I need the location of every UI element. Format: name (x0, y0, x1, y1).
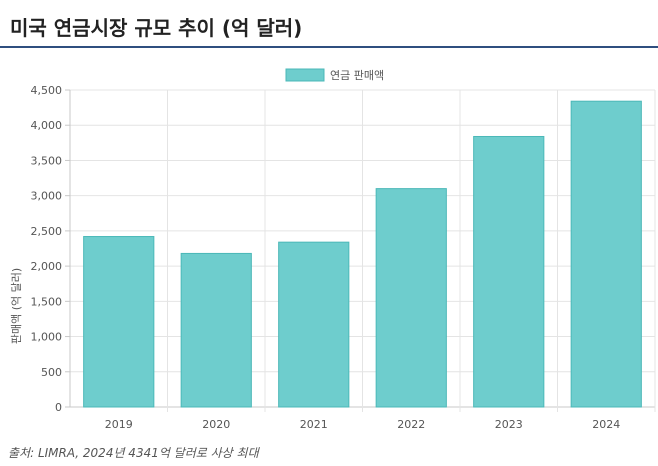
y-tick-label: 2,000 (31, 260, 63, 273)
y-tick-label: 1,000 (31, 331, 63, 344)
grid-layer (65, 89, 656, 412)
y-axis-title: 판매액 (억 달러) (10, 268, 23, 344)
bar-2021 (278, 241, 350, 408)
x-tick-label: 2022 (397, 418, 425, 431)
x-tick-label: 2020 (202, 418, 230, 431)
page-title: 미국 연금시장 규모 추이 (억 달러) (10, 16, 303, 40)
chart-container: 0 500 1,000 1,500 2,000 2,500 3,000 3,500 4,000 4… (0, 56, 658, 436)
x-tick-label: 2019 (105, 418, 133, 431)
y-tick-label: 0 (55, 401, 62, 414)
bars-layer (83, 100, 642, 408)
bar-chart: 0 500 1,000 1,500 2,000 2,500 3,000 3,500 4,000 4… (10, 68, 656, 431)
bar-2024 (570, 100, 642, 408)
y-tick-label: 4,500 (31, 84, 63, 97)
bar-2020 (180, 252, 252, 408)
y-tick-label: 3,500 (31, 154, 63, 167)
y-tick-label: 500 (41, 366, 62, 379)
y-tick-label: 3,000 (31, 190, 63, 203)
bar-2023 (473, 135, 545, 408)
source-note: 출처: LIMRA, 2024년 4341억 달러로 사상 최대 (8, 446, 259, 460)
legend[interactable]: 연금 판매액 (285, 68, 384, 82)
x-tick-label: 2023 (495, 418, 523, 431)
legend-label: 연금 판매액 (330, 69, 384, 82)
x-tick-label: 2021 (300, 418, 328, 431)
axis-layer: 0 500 1,000 1,500 2,000 2,500 3,000 3,500 4,000 4… (31, 84, 621, 431)
legend-swatch (285, 68, 325, 82)
bar-2019 (83, 236, 155, 408)
x-tick-label: 2024 (592, 418, 620, 431)
bar-2022 (375, 188, 447, 408)
y-tick-label: 4,000 (31, 119, 63, 132)
title-divider (0, 46, 658, 48)
y-tick-label: 1,500 (31, 295, 63, 308)
y-tick-label: 2,500 (31, 225, 63, 238)
